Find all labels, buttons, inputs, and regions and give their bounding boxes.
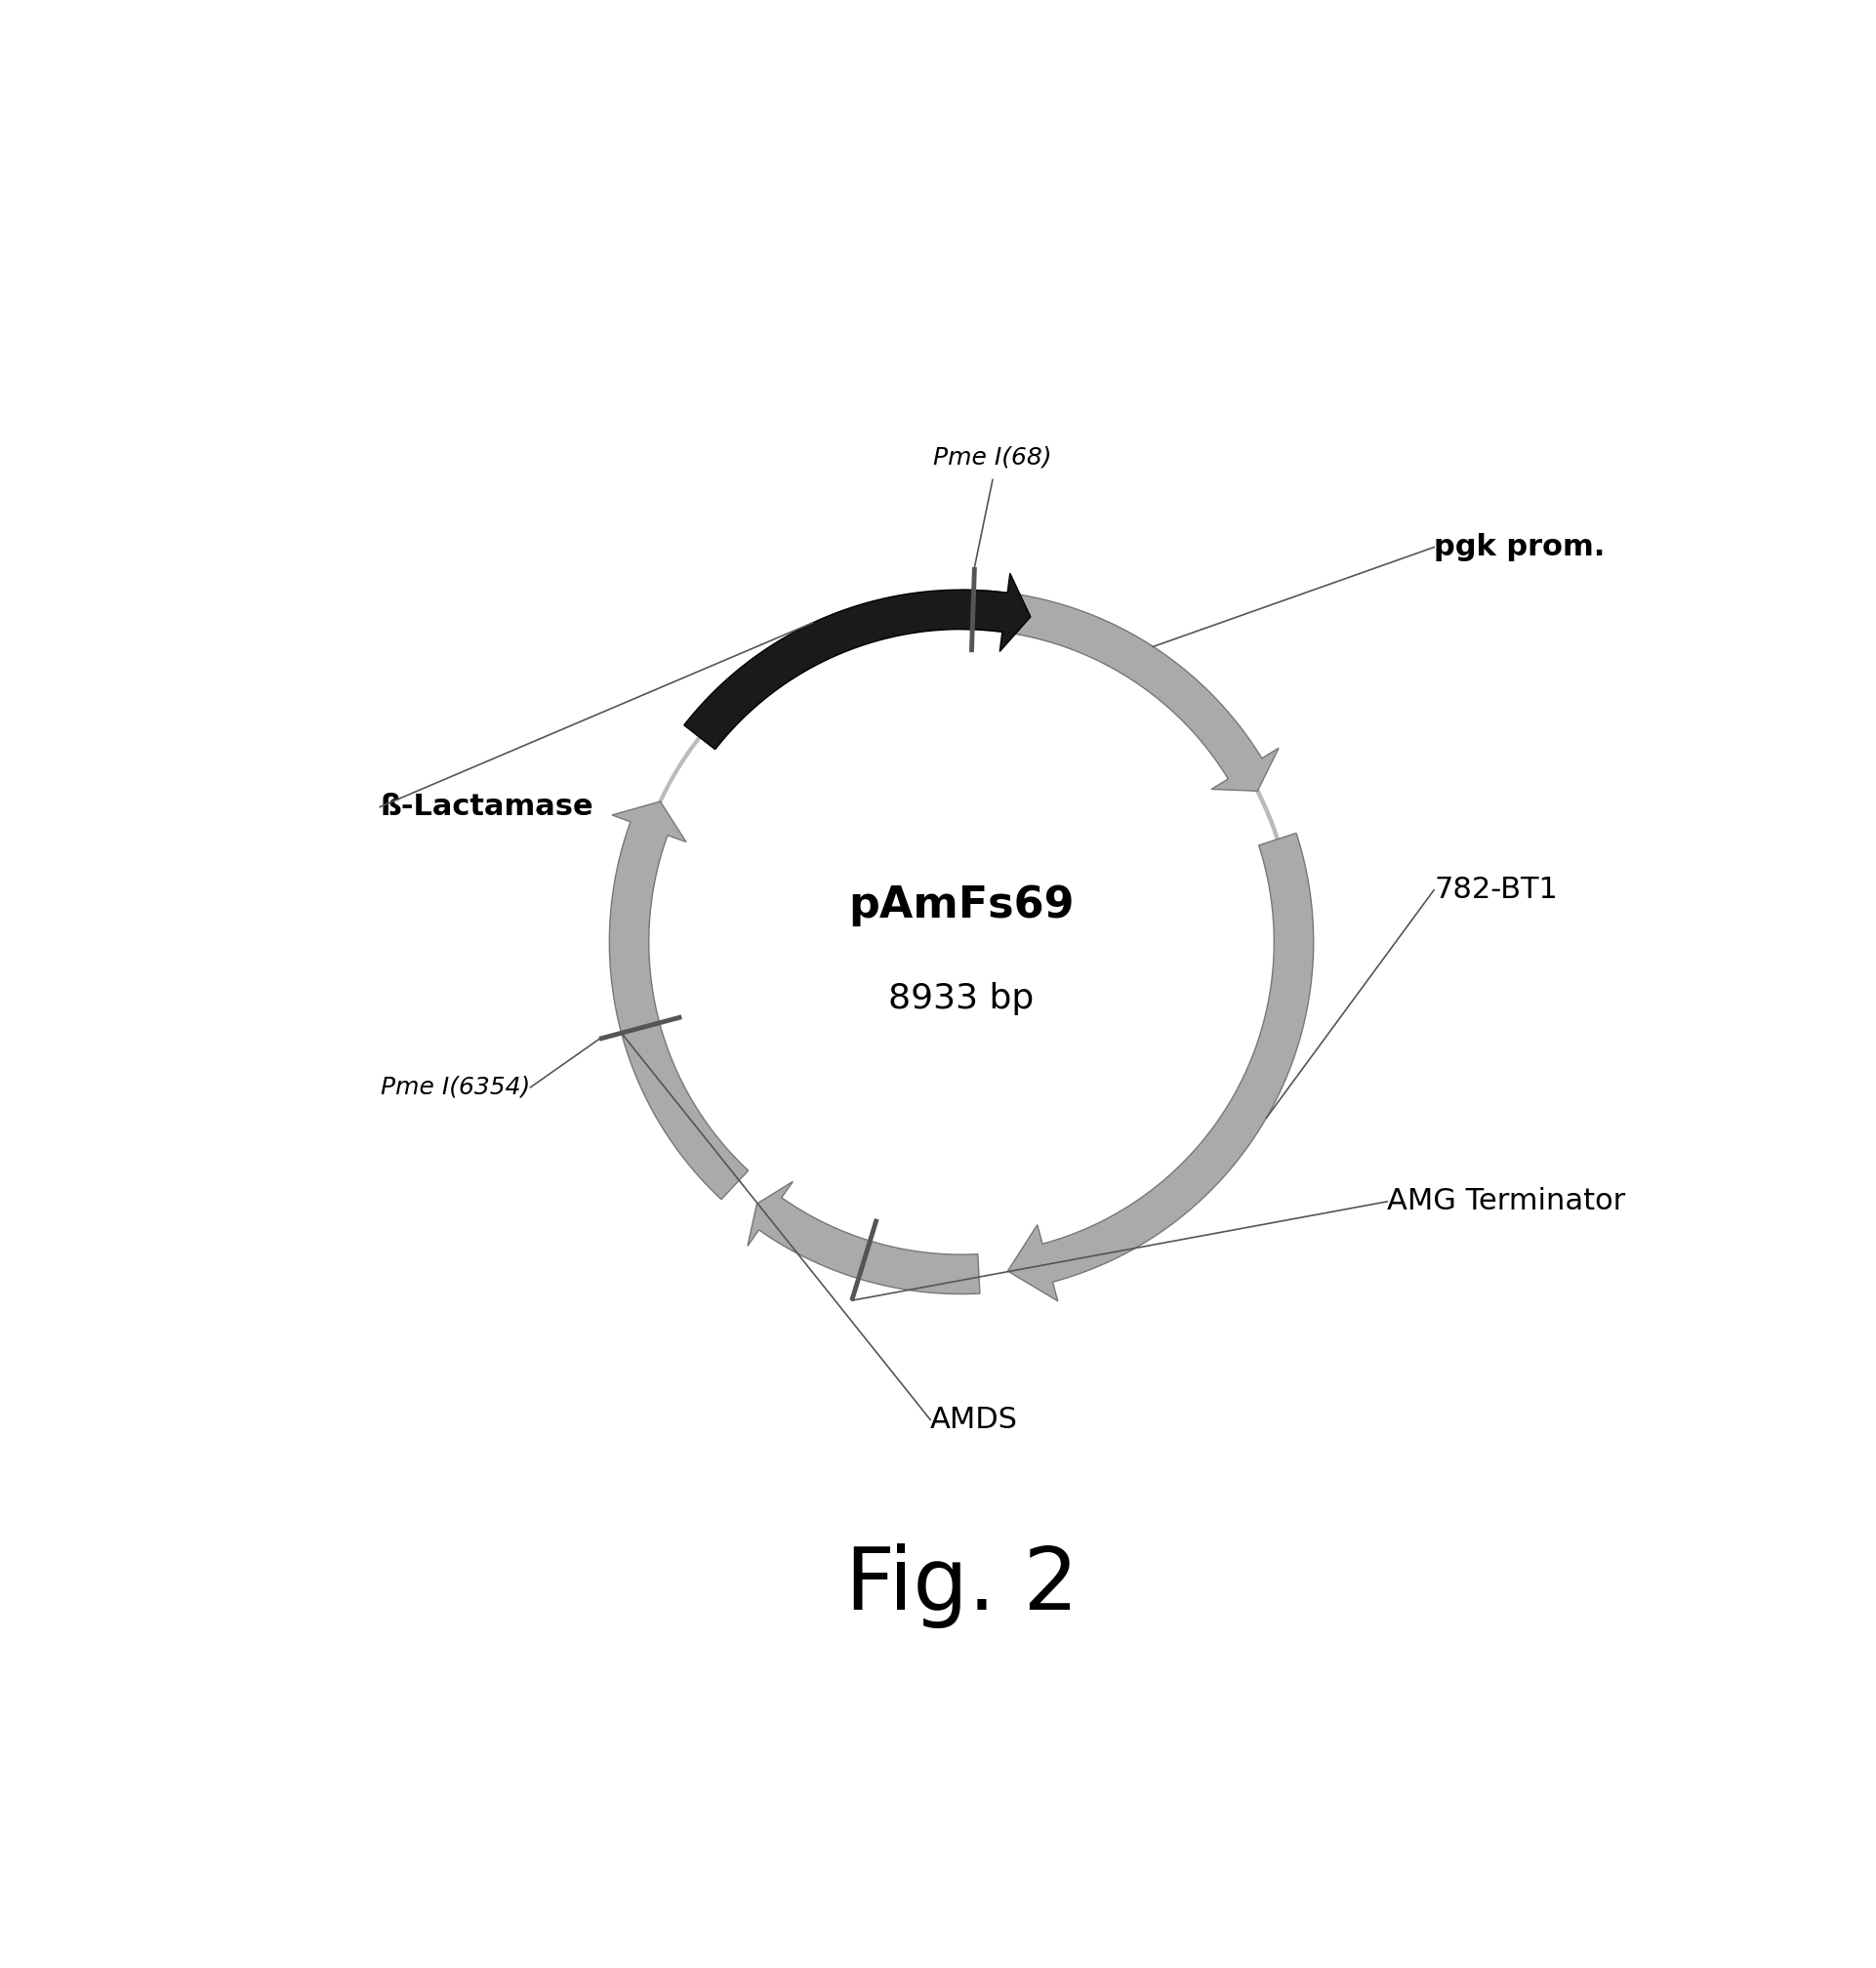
Polygon shape [610, 801, 749, 1199]
Polygon shape [1007, 832, 1313, 1301]
Text: AMG Terminator: AMG Terminator [1386, 1187, 1626, 1216]
Text: AMDS: AMDS [930, 1405, 1019, 1435]
Text: Fig. 2: Fig. 2 [844, 1543, 1079, 1628]
Polygon shape [747, 1181, 979, 1295]
Text: pAmFs69: pAmFs69 [848, 884, 1075, 927]
Text: 8933 bp: 8933 bp [889, 982, 1034, 1015]
Polygon shape [685, 573, 1030, 750]
Text: Pme I(68): Pme I(68) [932, 447, 1052, 468]
Polygon shape [962, 590, 1279, 791]
Text: ß-Lactamase: ß-Lactamase [381, 793, 593, 821]
Text: Pme I(6354): Pme I(6354) [381, 1076, 531, 1098]
Text: 782-BT1: 782-BT1 [1433, 876, 1557, 903]
Text: pgk prom.: pgk prom. [1433, 533, 1606, 561]
